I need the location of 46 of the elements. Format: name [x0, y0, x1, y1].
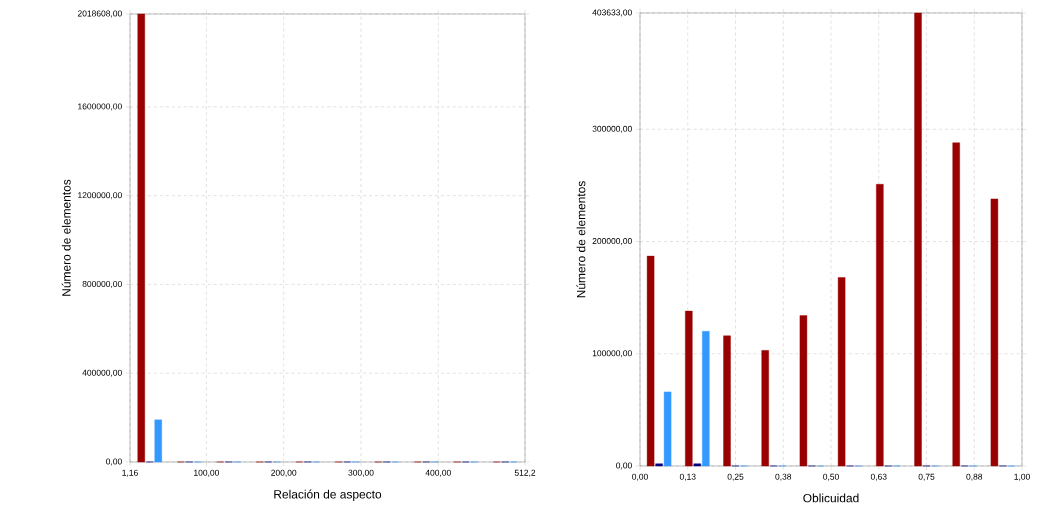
x-tick-label: 0,13: [679, 473, 696, 481]
x-tick-label: 512,2: [514, 469, 536, 477]
y-tick-label: 403633,00: [592, 9, 632, 17]
y-tick-label: 100000,00: [592, 350, 632, 358]
bar: [702, 331, 710, 467]
x-tick-label: 1,00: [1014, 473, 1030, 481]
x-axis-title: Oblicuidad: [803, 493, 859, 503]
x-tick-label: 100,00: [194, 469, 220, 477]
bar: [876, 184, 884, 467]
bar: [723, 335, 731, 467]
bar: [137, 13, 145, 463]
y-tick-label: 1600000,00: [78, 103, 122, 111]
bar: [655, 463, 663, 467]
x-axis-title: Relación de aspecto: [274, 489, 382, 501]
bar: [693, 463, 702, 467]
x-tick-label: 0,38: [775, 473, 792, 481]
bar: [663, 391, 672, 467]
bar: [646, 255, 655, 467]
y-tick-label: 300000,00: [592, 125, 632, 133]
y-axis-title: Número de elementos: [576, 181, 586, 298]
x-tick-label: 0,00: [632, 473, 648, 481]
x-tick-label: 300,00: [348, 469, 374, 477]
bar: [799, 315, 808, 467]
x-tick-label: 1,16: [122, 469, 138, 477]
x-tick-label: 0,88: [966, 473, 983, 481]
x-tick-label: 0,25: [727, 473, 744, 481]
bar: [952, 142, 960, 467]
bar: [154, 419, 162, 463]
y-tick-label: 0,00: [616, 462, 632, 470]
y-tick-label: 400000,00: [82, 369, 122, 377]
y-axis-title: Número de elementos: [61, 179, 71, 296]
x-tick-label: 400,00: [425, 469, 451, 477]
bar: [837, 277, 846, 467]
y-tick-label: 0,00: [106, 458, 122, 466]
x-tick-label: 0,50: [823, 473, 839, 481]
y-tick-label: 200000,00: [592, 238, 632, 246]
y-tick-label: 2018608,00: [77, 10, 122, 18]
bar: [761, 350, 769, 467]
y-tick-label: 1200000,00: [78, 192, 122, 200]
bar: [685, 310, 693, 467]
x-tick-label: 200,00: [271, 469, 297, 477]
bar: [990, 198, 999, 467]
x-tick-label: 0,75: [918, 473, 935, 481]
y-tick-label: 800000,00: [82, 280, 122, 288]
bar: [914, 12, 922, 467]
x-tick-label: 0,63: [870, 473, 887, 481]
